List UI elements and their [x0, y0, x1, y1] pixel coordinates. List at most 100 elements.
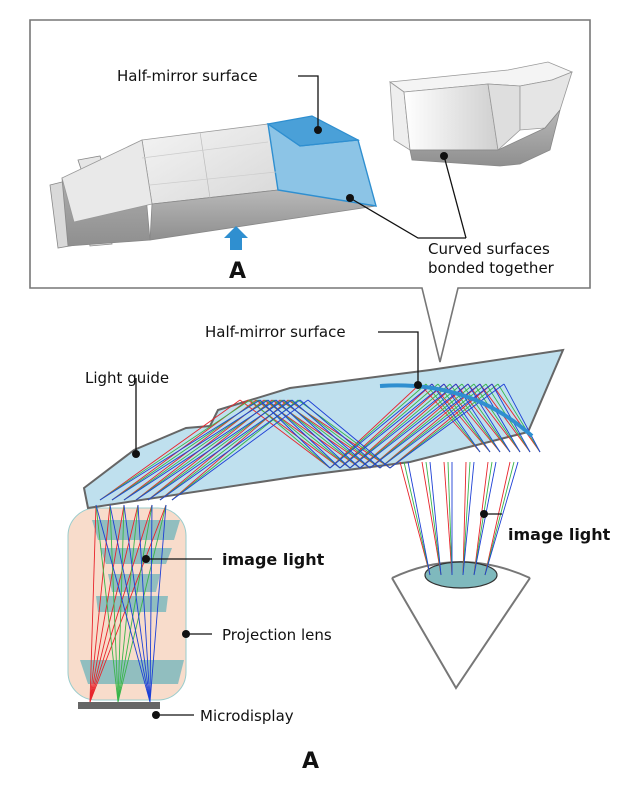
guide-ray [467, 383, 511, 453]
guide-ray [339, 383, 439, 469]
callout-view-letter: A [229, 259, 246, 284]
guide-ray [369, 383, 481, 469]
guide-ray [389, 383, 499, 469]
bonded-piece-3d-view [388, 61, 574, 167]
eye-ray [443, 461, 453, 576]
guide-ray [111, 399, 269, 501]
bonded-together-label: bonded together [428, 259, 555, 277]
guide-ray [339, 383, 433, 469]
guide-ray [379, 383, 481, 469]
lens-ray [95, 504, 151, 703]
image-light-left-label: image light [222, 550, 325, 569]
lens-ray [89, 504, 111, 703]
light-guide-3d-view [49, 115, 378, 249]
guide-ray [307, 399, 391, 469]
eye-ray [484, 461, 519, 576]
main-view-letter: A [302, 749, 319, 774]
lens-ray [149, 504, 167, 703]
lens-ray [117, 504, 125, 703]
guide-ray [339, 383, 445, 469]
lens-ray [117, 504, 167, 703]
lens-ray [137, 504, 151, 703]
guide-ray [239, 399, 331, 469]
lens-ray [109, 504, 119, 703]
main-leader-dots [132, 381, 488, 719]
eye-ray [462, 461, 471, 576]
lens-ray [123, 504, 151, 703]
eye-ray [399, 461, 431, 576]
eye-ray [473, 461, 497, 576]
guide-ray [171, 399, 309, 501]
guide-ray [123, 399, 277, 501]
guide-ray [135, 399, 285, 501]
lens-ray [117, 504, 139, 703]
guide-ray [99, 399, 251, 501]
guide-ray [431, 383, 481, 453]
guide-ray [503, 383, 541, 453]
lens-ray [149, 504, 153, 703]
guide-ray [369, 383, 475, 469]
lens-ray [89, 504, 97, 703]
guide-ray [99, 399, 261, 501]
guide-ray [359, 383, 457, 469]
lens-ray [117, 504, 153, 703]
eye-ray [473, 461, 493, 576]
lens-ray [109, 504, 151, 703]
guide-ray [461, 383, 511, 453]
callout-leaders [298, 75, 467, 239]
callout-half-mirror-label: Half-mirror surface [117, 67, 258, 85]
guide-ray [275, 399, 351, 469]
guide-ray [443, 383, 491, 453]
eye-ray [462, 461, 467, 576]
guide-ray [283, 399, 361, 469]
guide-ray [497, 383, 541, 453]
main-leaders [135, 331, 502, 716]
microdisplay-panel [78, 702, 160, 709]
guide-ray [329, 383, 433, 469]
callout-leader-dots [314, 126, 448, 202]
guide-ray [359, 383, 469, 469]
main-half-mirror-label: Half-mirror surface [205, 323, 346, 341]
eye-ray [462, 461, 475, 576]
microdisplay-label: Microdisplay [200, 707, 294, 725]
image-light-right-label: image light [508, 525, 611, 544]
eye-ray [407, 461, 431, 576]
eye-ray [484, 461, 511, 576]
guide-ray [259, 399, 331, 469]
eye-diagram [391, 561, 531, 690]
guide-ray [349, 383, 451, 469]
eye-ray [421, 461, 442, 576]
eye-ray [429, 461, 442, 576]
guide-ray [369, 383, 469, 469]
guide-ray [291, 399, 371, 469]
guide-ray [249, 399, 331, 469]
guide-ray [491, 383, 541, 453]
lens-ray [95, 504, 119, 703]
view-direction-arrow [224, 226, 248, 250]
guide-ray [349, 383, 457, 469]
light-guide-label: Light guide [85, 369, 169, 387]
guide-ray [479, 383, 521, 453]
eye-ray [484, 461, 515, 576]
eye-ray [473, 461, 489, 576]
guide-ray [359, 383, 463, 469]
projection-lens-label: Projection lens [222, 626, 332, 644]
guide-ray [329, 383, 427, 469]
guide-ray [147, 399, 293, 501]
guide-ray [473, 383, 521, 453]
eye-ray [425, 461, 442, 576]
guide-ray [99, 399, 241, 501]
curved-surfaces-label: Curved surfaces [428, 240, 550, 258]
guide-ray [299, 399, 381, 469]
eye-ray [447, 461, 453, 576]
guide-ray [437, 383, 491, 453]
eye-ray [403, 461, 431, 576]
guide-ray [267, 399, 341, 469]
guide-ray [349, 383, 445, 469]
projection-lens [67, 507, 187, 701]
guide-ray [159, 399, 301, 501]
guide-ray [425, 383, 481, 453]
guide-ray [389, 383, 505, 469]
half-mirror-surface [379, 383, 534, 438]
